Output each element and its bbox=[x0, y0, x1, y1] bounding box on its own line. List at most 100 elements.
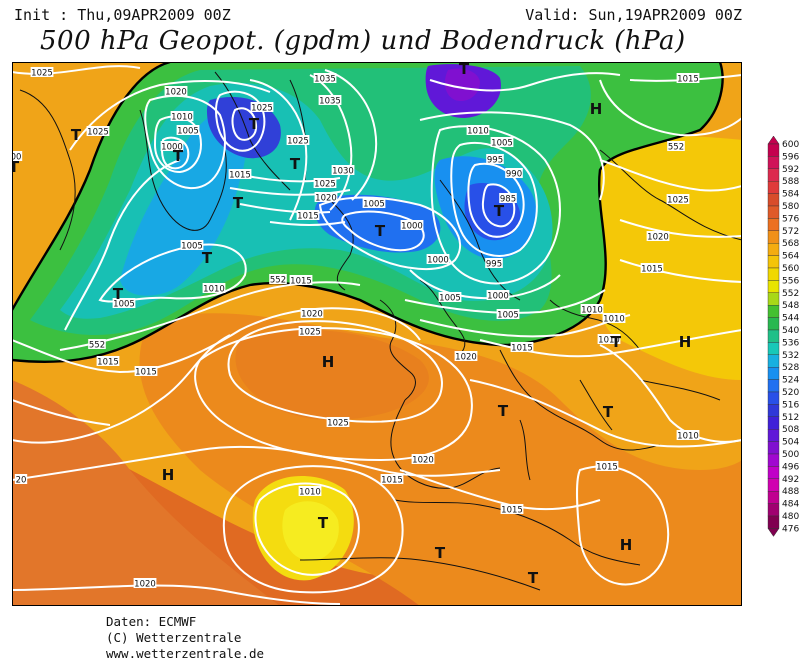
isobar-label-text: 00 bbox=[12, 153, 21, 163]
low-pressure-marker: T bbox=[498, 402, 509, 420]
colorbar-tick-label: 540 bbox=[782, 326, 799, 336]
isobar-label-text: 552 bbox=[89, 341, 105, 351]
credit-website[interactable]: www.wetterzentrale.de bbox=[106, 646, 265, 661]
isobar-label: 1015 bbox=[640, 263, 664, 275]
isobar-label-text: 995 bbox=[486, 260, 502, 270]
isobar-label-text: 1005 bbox=[113, 300, 135, 310]
isobar-label-text: 1025 bbox=[31, 69, 53, 79]
isobar-label: 552 bbox=[88, 339, 106, 351]
colorbar-tick-label: 596 bbox=[782, 152, 799, 162]
colorbar-tick-label: 568 bbox=[782, 239, 799, 249]
isobar-label: 1030 bbox=[331, 165, 355, 177]
low-pressure-marker: T bbox=[611, 333, 622, 351]
colorbar-cell bbox=[767, 367, 780, 380]
colorbar-cell bbox=[767, 441, 780, 455]
isobar-label: 1035 bbox=[318, 95, 342, 107]
credit-copyright: (C) Wetterzentrale bbox=[106, 630, 242, 645]
valid-time: Valid: Sun,19APR2009 00Z bbox=[525, 6, 742, 24]
colorbar-tick-label: 504 bbox=[782, 438, 799, 448]
isobar-label-text: 1025 bbox=[327, 419, 349, 429]
isobar-label-text: 1025 bbox=[251, 104, 273, 114]
isobar-label-text: 1010 bbox=[299, 488, 321, 498]
isobar-label: 990 bbox=[505, 168, 523, 180]
low-pressure-marker: T bbox=[233, 194, 244, 212]
isobar-labels: 1025102510201010100510001025101510251035… bbox=[12, 67, 700, 590]
colorbar-cell bbox=[767, 478, 780, 492]
isobar-label-text: 1030 bbox=[332, 167, 354, 177]
isobar-label: 1025 bbox=[666, 194, 690, 206]
colorbar-cell bbox=[767, 230, 780, 244]
isobar-label-text: 1015 bbox=[229, 171, 251, 181]
colorbar-tick-label: 496 bbox=[782, 462, 799, 472]
isobar-label: 1015 bbox=[500, 504, 524, 516]
colorbar-cell bbox=[767, 180, 780, 194]
field-east-yellow bbox=[591, 135, 742, 380]
colorbar-tick-label: 548 bbox=[782, 301, 799, 311]
isobar-label-text: 1005 bbox=[177, 127, 199, 137]
isobar-label-text: 1010 bbox=[677, 432, 699, 442]
low-pressure-marker: T bbox=[113, 285, 124, 303]
colorbar-cell bbox=[767, 342, 780, 355]
colorbar-cell bbox=[767, 329, 780, 343]
isobar-label: 1020 bbox=[300, 308, 324, 320]
colorbar-bottom-cap bbox=[767, 528, 780, 537]
isobar-label-text: 1000 bbox=[427, 256, 449, 266]
isobar-label-text: 1015 bbox=[641, 265, 663, 275]
colorbar-tick-label: 576 bbox=[782, 214, 799, 224]
low-pressure-marker: T bbox=[318, 514, 329, 532]
isobar-label: 1025 bbox=[298, 326, 322, 338]
isobars bbox=[12, 65, 742, 605]
colorbar-cell bbox=[767, 280, 780, 293]
colorbar-cell bbox=[767, 416, 780, 430]
init-time: Init : Thu,09APR2009 00Z bbox=[14, 6, 231, 24]
isobar-label-text: 1015 bbox=[511, 344, 533, 354]
colorbar-cell bbox=[767, 466, 780, 479]
isobar-label-text: 1005 bbox=[491, 139, 513, 149]
low-pressure-marker: T bbox=[375, 222, 386, 240]
colorbar-tick-label: 536 bbox=[782, 338, 799, 348]
colorbar-tick-label: 520 bbox=[782, 388, 799, 398]
isobar-label: 1020 bbox=[314, 192, 338, 204]
isobar-label: 1020 bbox=[133, 578, 157, 590]
colorbar-cell bbox=[767, 453, 780, 467]
colorbar-tick-label: 488 bbox=[782, 487, 799, 497]
isobar-label: 1015 bbox=[289, 275, 313, 287]
isobar-label-text: 1010 bbox=[203, 285, 225, 295]
low-pressure-marker: T bbox=[173, 147, 184, 165]
colorbar-cell bbox=[767, 218, 780, 231]
low-pressure-marker: T bbox=[459, 62, 470, 78]
colorbar-cell bbox=[767, 429, 780, 442]
isobar-label-text: 1020 bbox=[315, 194, 337, 204]
colorbar-tick-label: 600 bbox=[782, 140, 799, 150]
colorbar-cell bbox=[767, 292, 780, 306]
colorbar-cell bbox=[767, 143, 780, 157]
isobar-label: 1010 bbox=[597, 334, 621, 346]
colorbar-cell bbox=[767, 193, 780, 207]
colorbar-tick-label: 476 bbox=[782, 524, 799, 534]
isobar-label: 1025 bbox=[313, 178, 337, 190]
credit-data-source: Daten: ECMWF bbox=[106, 614, 197, 629]
isobar-label: 1015 bbox=[228, 169, 252, 181]
colorbar-tick-label: 564 bbox=[782, 252, 799, 262]
isobar-label-text: 1010 bbox=[581, 306, 603, 316]
isobar-label: 1025 bbox=[250, 102, 274, 114]
high-pressure-marker: H bbox=[590, 100, 603, 118]
isobar-label-text: 1015 bbox=[135, 368, 157, 378]
isobar-label: 1010 bbox=[298, 486, 322, 498]
colorbar: 600 596 592 588 584 580 576 572 568 564 560 556 552 5… bbox=[767, 135, 799, 537]
colorbar-tick-label: 560 bbox=[782, 264, 799, 274]
isobar-label: 1005 bbox=[362, 198, 386, 210]
isobar-label: 1010 bbox=[466, 125, 490, 137]
field-blue-mid bbox=[314, 194, 441, 253]
colorbar-tick-label: 580 bbox=[782, 202, 799, 212]
isobar-label: 995 bbox=[486, 154, 504, 166]
isobar-label-text: 1005 bbox=[181, 242, 203, 252]
high-pressure-marker: H bbox=[162, 466, 175, 484]
isobar-label-text: 1000 bbox=[161, 143, 183, 153]
colorbar-cell bbox=[767, 491, 780, 504]
isobar-label-text: 1010 bbox=[603, 315, 625, 325]
isobar-label-text: 1005 bbox=[497, 311, 519, 321]
isobar-label: 1015 bbox=[595, 461, 619, 473]
isobar-label: 1020 bbox=[411, 454, 435, 466]
isobar-label-text: 1015 bbox=[596, 463, 618, 473]
